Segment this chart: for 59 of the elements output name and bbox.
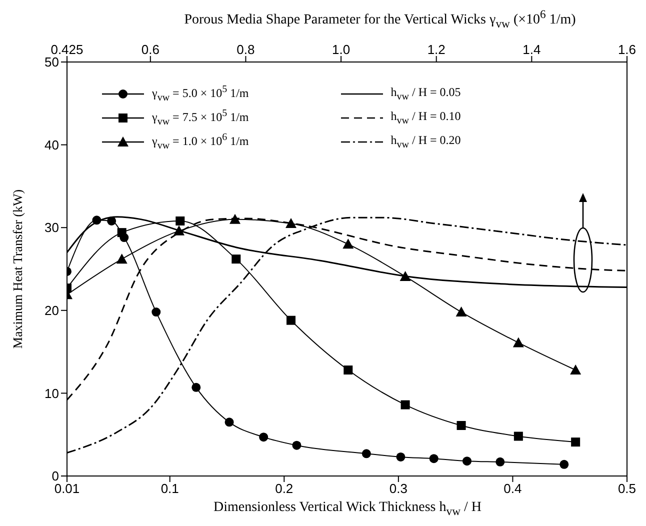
point: [259, 432, 268, 442]
legend-label: γ$_{vw}$ = 1.0 × 10$^{6}$ 1/m: [152, 132, 249, 152]
point: [107, 216, 116, 226]
y-tick-label: 50: [44, 54, 59, 70]
point: [456, 306, 467, 317]
y-tick-label: 10: [44, 386, 59, 401]
x-axis-title: Dimensionless Vertical Wick Thickness h$_{vw}$ / H: [212, 500, 482, 518]
point: [192, 382, 201, 392]
x2-tick-label: 1.2: [427, 42, 446, 57]
point: [570, 364, 582, 375]
x-tick-label: 0.4: [504, 481, 522, 496]
point: [286, 316, 296, 325]
point: [400, 400, 410, 410]
x2-tick-label: 1.4: [522, 42, 541, 57]
x2-tick-label: 1.0: [332, 42, 350, 57]
point: [116, 254, 128, 264]
point: [571, 438, 580, 447]
legend-label: γ$_{vw}$ = 7.5 × 10$^{5}$ 1/m: [152, 108, 249, 128]
x2-tick-label: 1.6: [618, 42, 636, 57]
point: [117, 228, 126, 238]
x2-tick-label: 0.8: [236, 42, 255, 57]
x-tick-label: 0.01: [54, 481, 80, 496]
point: [344, 366, 353, 375]
point: [342, 238, 354, 249]
x2-tick-label: 0.6: [141, 42, 160, 57]
point: [462, 456, 472, 466]
x2-axis-title: Porous Media Shape Parameter for the Vertical Wicks γ$_{vw}$ (×10$^{6}$ 1/m): [183, 8, 577, 30]
y-tick-label: 40: [44, 137, 59, 152]
point: [512, 337, 524, 348]
legend-label: γ$_{vw}$ = 5.0 × 10$^{5}$ 1/m: [152, 84, 249, 104]
point: [224, 418, 234, 427]
point: [362, 449, 371, 458]
x-tick-label: 0.5: [618, 481, 636, 496]
point: [496, 457, 505, 466]
point: [396, 452, 406, 462]
legend-label: h$_{vw}$ / H = 0.20: [390, 133, 461, 151]
point: [232, 254, 241, 264]
point: [176, 216, 185, 226]
point: [174, 225, 184, 236]
point: [230, 214, 240, 224]
x-tick-label: 0.2: [275, 481, 294, 496]
point: [152, 308, 161, 317]
y-axis-title: Maximum Heat Transfer (kW): [10, 189, 26, 349]
point: [429, 454, 438, 464]
x-tick-label: 0.3: [389, 481, 408, 496]
y-tick-label: 20: [44, 303, 59, 318]
legend-label: h$_{vw}$ / H = 0.05: [390, 85, 461, 103]
point: [456, 420, 466, 430]
x-tick-label: 0.1: [160, 481, 179, 496]
point: [560, 460, 569, 469]
point: [286, 218, 296, 228]
legend-label: h$_{vw}$ / H = 0.10: [390, 109, 461, 127]
point: [514, 432, 523, 441]
x2-tick-label: 0.425: [50, 42, 84, 57]
point: [292, 440, 302, 450]
point: [400, 270, 411, 281]
y-tick-label: 0: [52, 468, 59, 484]
point: [92, 216, 102, 225]
y-tick-label: 30: [44, 220, 59, 236]
